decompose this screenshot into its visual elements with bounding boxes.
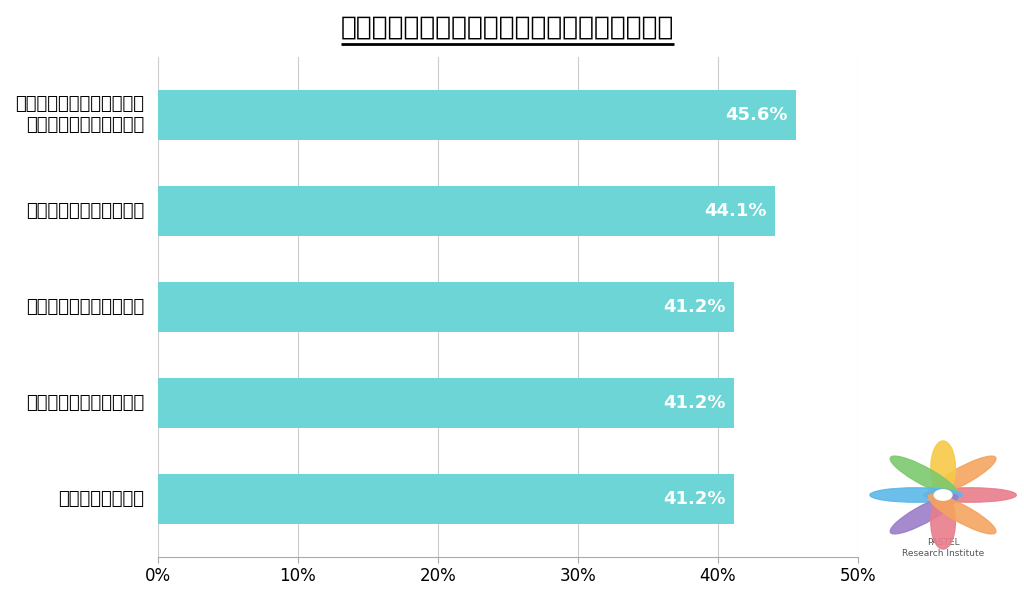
Bar [158, 378, 734, 428]
Text: 44.1%: 44.1% [705, 202, 767, 220]
Text: 41.2%: 41.2% [664, 490, 726, 508]
Title: 困りごとトップ５〈タイプ不明・分からない〉: 困りごとトップ５〈タイプ不明・分からない〉 [341, 15, 675, 41]
Bar [158, 474, 734, 524]
Bar [158, 90, 796, 140]
Text: PASTEL
Research Institute: PASTEL Research Institute [902, 538, 984, 557]
Bar [158, 282, 734, 332]
Text: 41.2%: 41.2% [664, 298, 726, 316]
Text: 41.2%: 41.2% [664, 394, 726, 412]
Text: 45.6%: 45.6% [725, 106, 787, 124]
Bar [158, 186, 775, 236]
